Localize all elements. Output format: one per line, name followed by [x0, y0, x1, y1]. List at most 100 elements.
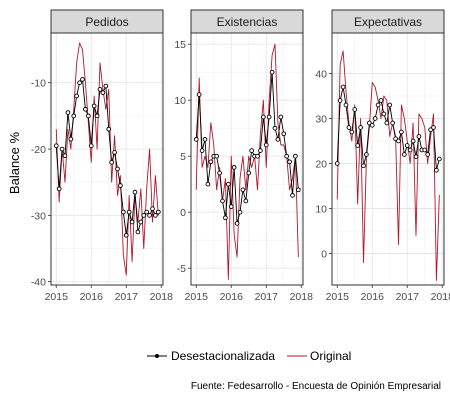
data-point-expectativas	[358, 125, 363, 130]
data-point-existencias	[231, 165, 237, 170]
data-point-expectativas	[369, 122, 375, 128]
data-point-expectativas	[372, 116, 378, 121]
data-point-existencias	[225, 181, 231, 187]
data-point-expectativas	[416, 134, 422, 139]
data-point-pedidos	[85, 113, 91, 119]
data-point-expectativas	[361, 163, 366, 169]
data-point-existencias	[208, 159, 214, 165]
data-point-pedidos	[53, 143, 59, 149]
y-tick-label: 10	[174, 95, 186, 107]
y-tick-label: 40	[315, 69, 327, 81]
data-point-existencias	[284, 153, 290, 159]
data-point-expectativas	[407, 147, 413, 153]
data-point-pedidos	[147, 213, 152, 218]
data-point-existencias	[295, 187, 301, 193]
source-caption: Fuente: Fedesarrollo - Encuesta de Opini…	[191, 381, 441, 392]
data-point-pedidos	[62, 153, 68, 159]
panel-expectativas: Expectativas 0 10 20 30 40 2015 2016 2017 2018	[315, 9, 450, 303]
y-tick-label: 5	[180, 151, 186, 163]
panel-border-existencias	[190, 32, 304, 286]
data-point-expectativas	[337, 98, 343, 103]
y-axis-title: Balance %	[7, 131, 22, 194]
data-point-existencias	[234, 221, 240, 226]
data-point-expectativas	[355, 143, 361, 148]
data-point-pedidos	[74, 93, 80, 99]
data-point-expectativas	[425, 152, 431, 157]
data-point-pedidos	[77, 80, 82, 86]
data-point-pedidos	[135, 229, 141, 235]
data-point-existencias	[281, 131, 287, 137]
data-point-expectativas	[410, 138, 416, 144]
data-point-pedidos	[94, 113, 100, 119]
y-tick-label: 0	[180, 207, 186, 219]
x-tick-label: 2015	[326, 291, 350, 303]
x-tick-label: 2016	[220, 291, 244, 303]
data-point-expectativas	[404, 143, 410, 148]
data-point-existencias	[196, 92, 202, 97]
x-tick-label: 2015	[45, 291, 69, 303]
data-point-existencias	[275, 137, 281, 142]
data-point-existencias	[263, 142, 269, 148]
data-point-existencias	[223, 215, 228, 221]
data-point-existencias	[246, 170, 252, 176]
data-point-existencias	[249, 148, 255, 153]
data-point-pedidos	[115, 166, 120, 172]
x-tick-label: 2017	[396, 291, 420, 303]
data-point-expectativas	[434, 167, 439, 173]
data-point-existencias	[243, 198, 249, 204]
x-tick-label: 2018	[150, 291, 174, 303]
data-point-pedidos	[83, 106, 88, 112]
data-point-expectativas	[384, 120, 390, 126]
data-point-pedidos	[65, 110, 71, 115]
data-point-pedidos	[138, 219, 144, 225]
data-point-pedidos	[126, 209, 132, 215]
legend: Desestacionalizada Original	[147, 349, 351, 363]
x-tick-label: 2017	[255, 291, 279, 303]
data-point-existencias	[240, 187, 246, 193]
data-point-expectativas	[378, 98, 384, 103]
data-point-expectativas	[431, 125, 436, 130]
data-point-existencias	[237, 209, 243, 215]
data-point-pedidos	[80, 77, 85, 82]
x-tick-label: 2015	[185, 291, 209, 303]
x-tick-label: 2018	[290, 291, 314, 303]
data-point-expectativas	[413, 154, 419, 160]
data-point-pedidos	[88, 143, 94, 149]
data-point-existencias	[269, 69, 275, 75]
x-tick-label: 2017	[115, 291, 139, 303]
data-point-pedidos	[68, 136, 74, 142]
panel-existencias: Existencias -5 0 5 10 15 2015 2016 2017 2018	[174, 9, 314, 303]
y-tick-label: -40	[31, 277, 46, 289]
data-point-pedidos	[144, 209, 150, 215]
data-point-pedidos	[155, 209, 161, 215]
panel-pedidos: Pedidos -40 -30 -20 -10 2015 2016 2017 2018	[31, 9, 174, 303]
data-point-pedidos	[103, 83, 109, 89]
plot-area-existencias	[191, 33, 303, 285]
y-tick-label: 10	[315, 204, 327, 216]
data-point-pedidos	[97, 87, 103, 92]
legend-label-desestacionalizada: Desestacionalizada	[171, 349, 275, 363]
data-point-pedidos	[100, 90, 106, 96]
data-point-existencias	[199, 148, 205, 153]
data-point-expectativas	[396, 138, 401, 144]
y-tick-label: 15	[174, 39, 186, 51]
y-tick-label: -30	[31, 210, 46, 222]
data-point-pedidos	[120, 209, 126, 215]
data-point-expectativas	[334, 161, 340, 166]
data-point-existencias	[205, 181, 211, 187]
data-point-existencias	[217, 170, 222, 176]
data-point-pedidos	[109, 159, 115, 165]
data-point-existencias	[255, 153, 260, 159]
data-point-existencias	[202, 137, 208, 142]
y-tick-label: -10	[31, 78, 46, 90]
data-point-expectativas	[340, 84, 346, 90]
data-point-pedidos	[91, 103, 97, 109]
data-point-existencias	[290, 193, 295, 198]
facet-title-existencias: Existencias	[217, 15, 278, 29]
data-point-pedidos	[141, 213, 147, 218]
facet-title-pedidos: Pedidos	[85, 15, 128, 29]
data-point-expectativas	[349, 129, 355, 135]
data-point-pedidos	[118, 183, 123, 188]
panel-border-expectativas	[331, 32, 445, 286]
